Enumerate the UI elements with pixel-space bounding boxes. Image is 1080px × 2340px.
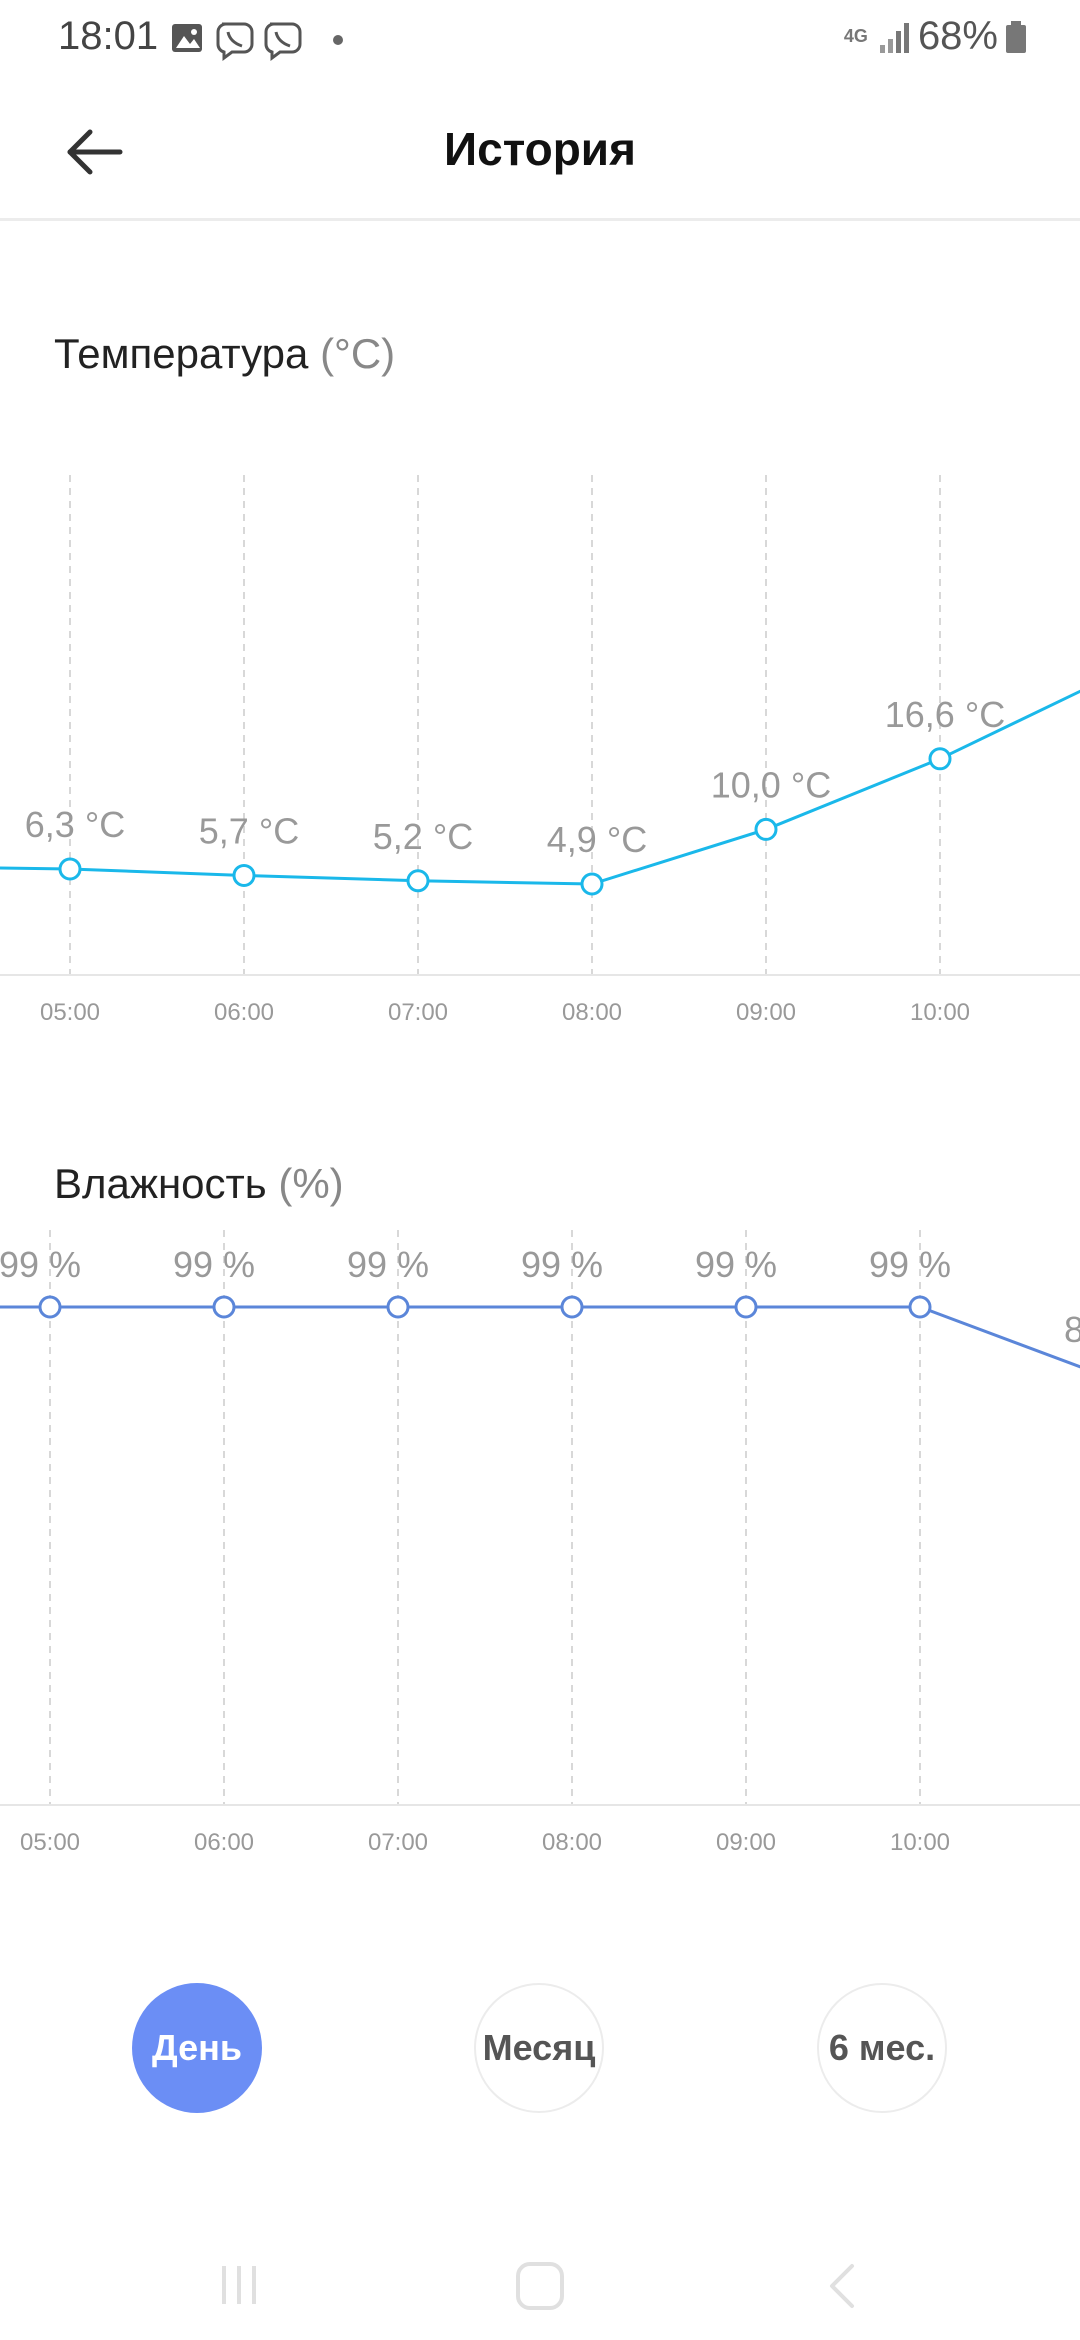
data-label: 99 % bbox=[347, 1244, 429, 1285]
viber-icon bbox=[264, 22, 302, 61]
humidity-title: Влажность (%) bbox=[54, 1160, 344, 1208]
recent-apps-icon[interactable] bbox=[214, 2260, 264, 2310]
data-label: 5,7 °C bbox=[199, 810, 299, 851]
data-label: 99 % bbox=[173, 1244, 255, 1285]
data-label: 99 % bbox=[0, 1244, 81, 1285]
x-tick-label: 08:00 bbox=[542, 1829, 602, 1850]
page-title: История bbox=[444, 123, 636, 175]
x-tick-label: 10:00 bbox=[890, 1829, 950, 1850]
data-label: 16,6 °C bbox=[885, 694, 1005, 735]
status-notification-icons bbox=[172, 22, 343, 61]
x-tick-label: 07:00 bbox=[388, 999, 448, 1026]
data-point bbox=[580, 872, 604, 896]
navigation-bar bbox=[0, 2220, 1080, 2340]
period-6months-button[interactable]: 6 мес. bbox=[817, 1983, 947, 2113]
data-point bbox=[232, 863, 256, 887]
data-point bbox=[754, 817, 778, 841]
data-label: 6,3 °C bbox=[25, 804, 125, 845]
data-label: 10,0 °C bbox=[711, 764, 831, 805]
x-tick-label: 06:00 bbox=[194, 1829, 254, 1850]
data-label: 99 % bbox=[695, 1244, 777, 1285]
data-point bbox=[734, 1295, 758, 1319]
data-point bbox=[386, 1295, 410, 1319]
x-tick-label: 10:00 bbox=[910, 999, 970, 1026]
network-label: 4G bbox=[843, 26, 868, 46]
series-line bbox=[0, 1305, 1080, 1369]
data-point bbox=[212, 1295, 236, 1319]
status-time: 18:01 bbox=[58, 14, 159, 58]
period-day-button[interactable]: День bbox=[132, 1983, 262, 2113]
humidity-unit: (%) bbox=[278, 1160, 344, 1207]
temperature-unit: (°C) bbox=[320, 330, 396, 377]
data-point bbox=[406, 869, 430, 893]
x-tick-label: 09:00 bbox=[716, 1829, 776, 1850]
data-point bbox=[58, 857, 82, 881]
data-label: 99 % bbox=[869, 1244, 951, 1285]
x-tick-label: 08:00 bbox=[562, 999, 622, 1026]
series-line bbox=[0, 689, 1080, 886]
viber-icon bbox=[216, 22, 254, 61]
data-point bbox=[908, 1295, 932, 1319]
dot-icon bbox=[333, 35, 343, 45]
data-point bbox=[560, 1295, 584, 1319]
x-tick-label: 05:00 bbox=[40, 999, 100, 1026]
data-point bbox=[38, 1295, 62, 1319]
x-tick-label: 07:00 bbox=[368, 1829, 428, 1850]
back-icon[interactable] bbox=[820, 2260, 864, 2312]
signal-icon bbox=[879, 22, 909, 53]
data-label: 89 bbox=[1064, 1309, 1080, 1350]
status-right: 4G 68% bbox=[844, 14, 1028, 59]
humidity-title-text: Влажность bbox=[54, 1160, 267, 1207]
x-tick-label: 06:00 bbox=[214, 999, 274, 1026]
data-label: 5,2 °C bbox=[373, 816, 473, 857]
arrow-left-icon[interactable] bbox=[62, 120, 126, 184]
home-icon[interactable] bbox=[514, 2260, 566, 2312]
data-label: 4,9 °C bbox=[547, 819, 647, 860]
app-bar: История bbox=[0, 80, 1080, 221]
data-point bbox=[928, 747, 952, 771]
x-tick-label: 09:00 bbox=[736, 999, 796, 1026]
temperature-title: Температура (°C) bbox=[54, 330, 395, 378]
period-month-button[interactable]: Месяц bbox=[474, 1983, 604, 2113]
battery-icon bbox=[1006, 20, 1026, 53]
status-bar: 18:01 4G 68% bbox=[0, 0, 1080, 80]
data-label: 99 % bbox=[521, 1244, 603, 1285]
image-icon bbox=[172, 24, 202, 52]
temperature-title-text: Температура bbox=[54, 330, 309, 377]
battery-percent: 68% bbox=[917, 14, 998, 58]
x-tick-label: 05:00 bbox=[20, 1829, 80, 1850]
